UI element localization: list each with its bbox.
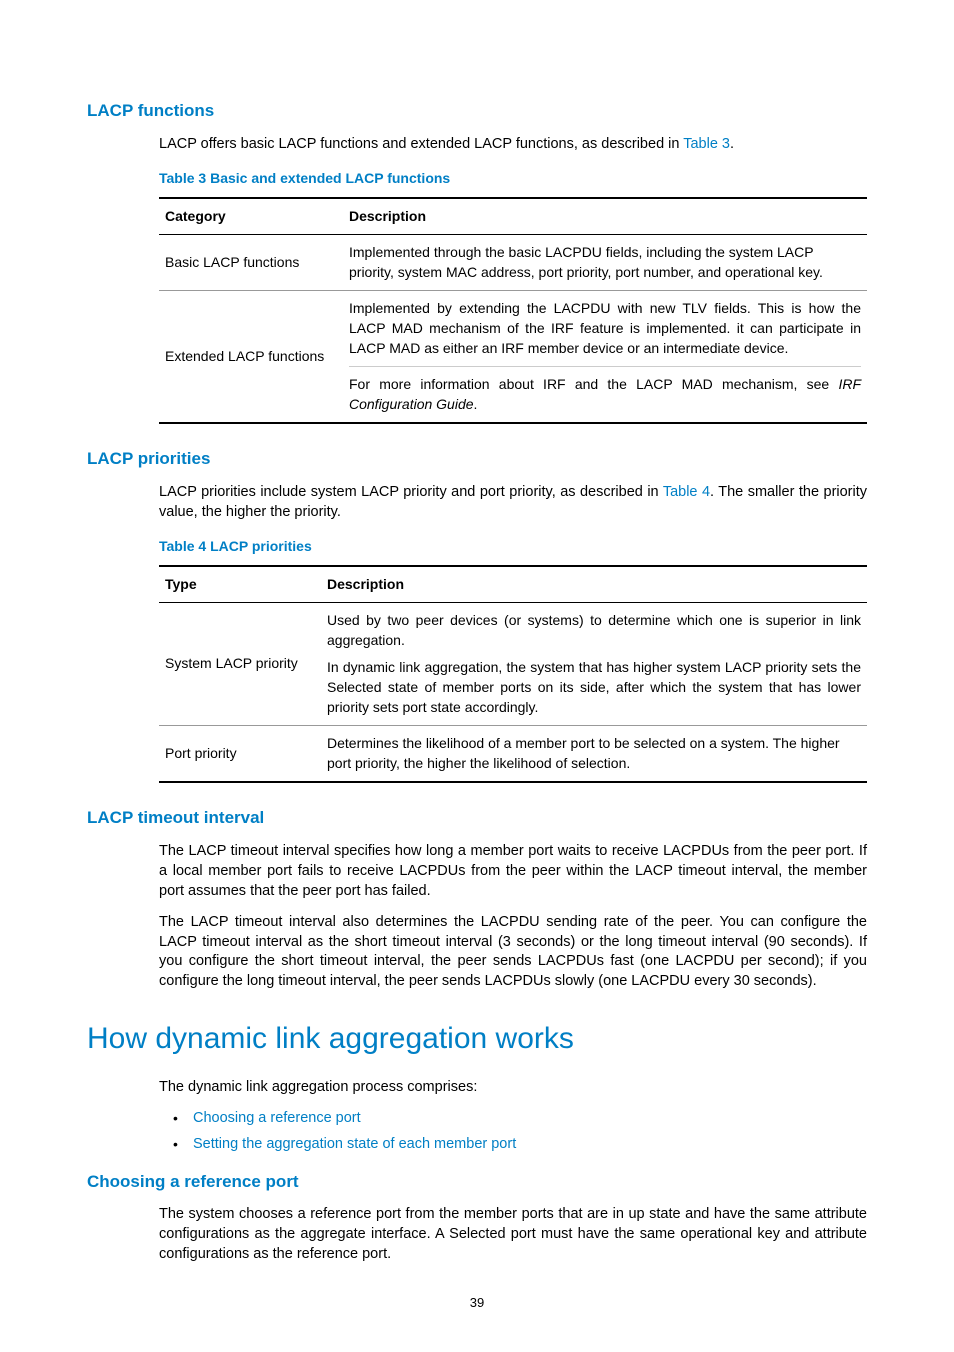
table-caption: Table 3 Basic and extended LACP function…: [159, 169, 867, 188]
column-header: Description: [343, 198, 867, 234]
column-header: Description: [321, 566, 867, 602]
paragraph: The dynamic link aggregation process com…: [159, 1078, 867, 1098]
section-body: LACP priorities include system LACP prio…: [159, 483, 867, 783]
table-lacp-functions: Category Description Basic LACP function…: [159, 197, 867, 424]
paragraph: The LACP timeout interval specifies how …: [159, 842, 867, 901]
paragraph: LACP offers basic LACP functions and ext…: [159, 135, 867, 155]
xref-table-4[interactable]: Table 4: [663, 484, 710, 500]
row-inner-divider: [349, 366, 861, 367]
heading-lacp-functions: LACP functions: [87, 100, 867, 123]
bullet-list: Choosing a reference port Setting the ag…: [159, 1109, 867, 1154]
paragraph: The LACP timeout interval also determine…: [159, 913, 867, 991]
text: For more information about IRF and the L…: [349, 376, 838, 392]
cell: Determines the likelihood of a member po…: [321, 726, 867, 783]
text: LACP offers basic LACP functions and ext…: [159, 136, 683, 152]
section-body: The system chooses a reference port from…: [159, 1205, 867, 1264]
column-header: Category: [159, 198, 343, 234]
table-row: System LACP priority Used by two peer de…: [159, 603, 867, 726]
table-row: Extended LACP functions Implemented by e…: [159, 291, 867, 423]
text: LACP priorities include system LACP prio…: [159, 484, 663, 500]
paragraph: LACP priorities include system LACP prio…: [159, 483, 867, 522]
page-number: 39: [87, 1294, 867, 1312]
table-lacp-priorities: Type Description System LACP priority Us…: [159, 565, 867, 783]
heading-dynamic-link-aggregation: How dynamic link aggregation works: [87, 1019, 867, 1060]
cell-paragraph: Implemented by extending the LACPDU with…: [349, 299, 861, 358]
text: .: [730, 136, 734, 152]
cell: Port priority: [159, 726, 321, 783]
cell-paragraph: In dynamic link aggregation, the system …: [327, 658, 861, 717]
xref-table-3[interactable]: Table 3: [683, 136, 730, 152]
cell: Implemented through the basic LACPDU fie…: [343, 235, 867, 291]
cell-paragraph: Used by two peer devices (or systems) to…: [327, 611, 861, 650]
cell: Basic LACP functions: [159, 235, 343, 291]
cell: System LACP priority: [159, 603, 321, 726]
cell: Implemented by extending the LACPDU with…: [343, 291, 867, 423]
cell-paragraph: For more information about IRF and the L…: [349, 375, 861, 414]
list-item-link[interactable]: Choosing a reference port: [159, 1109, 867, 1129]
heading-lacp-priorities: LACP priorities: [87, 448, 867, 471]
cell: Extended LACP functions: [159, 291, 343, 423]
table-row: Basic LACP functions Implemented through…: [159, 235, 867, 291]
column-header: Type: [159, 566, 321, 602]
list-item-link[interactable]: Setting the aggregation state of each me…: [159, 1135, 867, 1155]
heading-choosing-reference-port: Choosing a reference port: [87, 1171, 867, 1194]
text: .: [474, 396, 478, 412]
page: LACP functions LACP offers basic LACP fu…: [0, 0, 954, 1352]
table-caption: Table 4 LACP priorities: [159, 537, 867, 556]
cell: Used by two peer devices (or systems) to…: [321, 603, 867, 726]
section-body: LACP offers basic LACP functions and ext…: [159, 135, 867, 425]
section-body: The LACP timeout interval specifies how …: [159, 842, 867, 991]
table-row: Port priority Determines the likelihood …: [159, 726, 867, 783]
heading-lacp-timeout: LACP timeout interval: [87, 807, 867, 830]
paragraph: The system chooses a reference port from…: [159, 1205, 867, 1264]
section-body: The dynamic link aggregation process com…: [159, 1078, 867, 1155]
